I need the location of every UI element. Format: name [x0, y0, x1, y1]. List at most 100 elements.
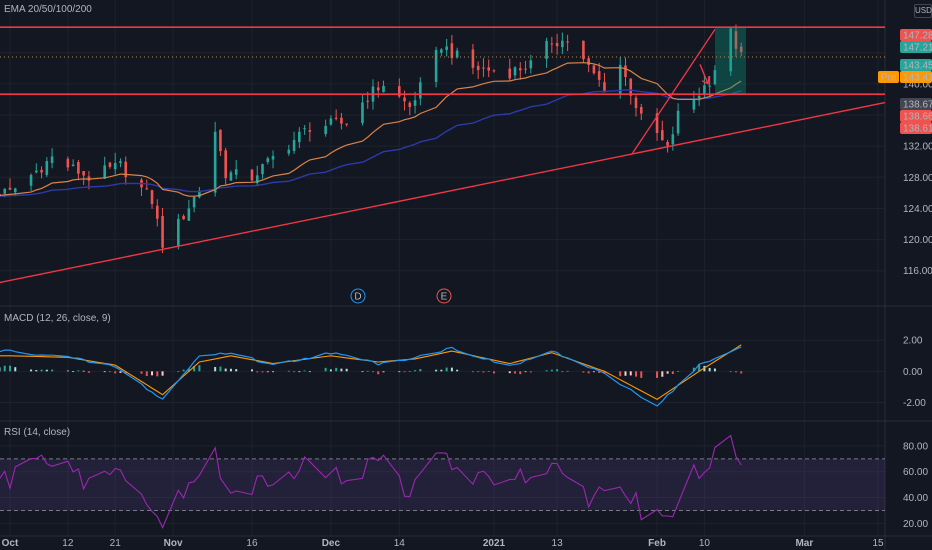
- candle-body: [376, 87, 380, 91]
- macd-histogram-bar: [303, 370, 306, 372]
- macd-histogram-bar: [219, 366, 222, 372]
- candle-body: [487, 67, 491, 71]
- earnings-marker-label: E: [441, 292, 448, 303]
- ema-long-line: [0, 89, 742, 197]
- candle-body: [545, 40, 548, 59]
- candle-body: [35, 170, 38, 173]
- rsi-indicator-title[interactable]: RSI (14, close): [4, 427, 71, 438]
- candle-body: [671, 134, 675, 145]
- macd-histogram-bar: [471, 371, 474, 373]
- time-tick-label: Nov: [164, 538, 183, 549]
- currency-badge[interactable]: USD: [914, 4, 932, 18]
- candle-body: [29, 175, 33, 186]
- time-tick-label: 16: [246, 538, 258, 549]
- candle-body: [492, 70, 496, 72]
- macd-histogram-bar: [145, 371, 148, 376]
- macd-histogram-bar: [250, 369, 253, 372]
- candle-body: [582, 40, 585, 60]
- candle-body: [177, 218, 180, 247]
- pre-market-label: Pre: [881, 73, 897, 84]
- time-tick-label: Feb: [648, 538, 666, 549]
- time-tick-label: 12: [62, 538, 74, 549]
- macd-histogram-bar: [298, 371, 301, 373]
- candle-body: [729, 28, 733, 72]
- macd-histogram-bar: [3, 365, 6, 372]
- macd-histogram-bar: [177, 371, 180, 373]
- candle-body: [361, 102, 364, 124]
- time-tick-label: 10: [699, 538, 711, 549]
- macd-histogram-bar: [456, 369, 459, 372]
- price-tick-label: 124.00: [903, 204, 932, 215]
- candle-body: [266, 158, 270, 163]
- candle-body: [708, 85, 711, 87]
- price-label-value: 138.66: [903, 112, 932, 123]
- rsi-line: [0, 434, 742, 529]
- price-tick-label: 132.00: [903, 142, 932, 153]
- dividend-marker-icon[interactable]: [350, 288, 366, 304]
- macd-histogram-bar: [182, 369, 185, 372]
- candle-body: [634, 97, 638, 109]
- candle-body: [77, 162, 80, 174]
- price-tick-label: 128.00: [903, 173, 932, 184]
- macd-histogram-bar: [403, 371, 406, 373]
- macd-indicator-title[interactable]: MACD (12, 26, close, 9): [4, 313, 111, 324]
- price-tick-label: 140.00: [903, 79, 932, 90]
- macd-histogram-bar: [640, 371, 643, 378]
- candle-body: [471, 49, 475, 68]
- macd-histogram-bar: [193, 366, 196, 372]
- macd-histogram-bar: [187, 368, 190, 372]
- candle-body: [303, 128, 306, 130]
- candle-body: [66, 158, 70, 168]
- candle-body: [345, 123, 348, 125]
- ema-indicator-title[interactable]: EMA 20/50/100/200: [4, 4, 92, 15]
- candle-body: [40, 169, 43, 173]
- time-tick-label: Mar: [795, 538, 813, 549]
- candle-body: [440, 49, 443, 53]
- price-label-value: 138.61: [903, 124, 932, 135]
- candle-body: [450, 43, 454, 58]
- macd-histogram-bar: [592, 371, 595, 373]
- macd-histogram-bar: [408, 371, 411, 372]
- macd-histogram-bar: [419, 369, 422, 372]
- macd-histogram-bar: [72, 371, 75, 373]
- support-trendline: [0, 101, 886, 284]
- macd-histogram-bar: [51, 369, 54, 372]
- macd-histogram-bar: [224, 368, 227, 372]
- macd-signal-line: [0, 344, 742, 400]
- earnings-marker-icon[interactable]: [436, 288, 452, 304]
- macd-histogram-bar: [103, 371, 106, 373]
- macd-histogram-bar: [734, 371, 737, 373]
- candle-body: [476, 65, 480, 71]
- candle-body: [329, 118, 333, 125]
- macd-histogram-bar: [666, 371, 669, 374]
- macd-histogram-bar: [293, 371, 296, 373]
- macd-histogram-bar: [713, 368, 716, 372]
- candle-body: [603, 82, 606, 93]
- macd-histogram-bar: [661, 371, 664, 377]
- macd-histogram-bar: [345, 368, 348, 372]
- candle-body: [324, 125, 327, 135]
- macd-histogram-bar: [545, 370, 548, 372]
- macd-histogram-bar: [329, 369, 332, 372]
- macd-histogram-bar: [671, 371, 674, 375]
- macd-histogram-bar: [266, 371, 269, 373]
- macd-histogram-bar: [550, 369, 553, 372]
- macd-histogram-bar: [561, 371, 564, 373]
- dividend-marker-label: D: [354, 292, 361, 303]
- macd-histogram-bar: [566, 370, 569, 372]
- candle-body: [518, 68, 522, 71]
- rsi-tick-label: 20.00: [903, 519, 928, 530]
- macd-histogram-bar: [414, 370, 417, 372]
- macd-histogram-bar: [740, 371, 743, 374]
- macd-histogram-bar: [361, 371, 364, 373]
- macd-histogram-bar: [619, 371, 622, 377]
- candle-body: [413, 100, 417, 106]
- time-tick-label: 14: [394, 538, 406, 549]
- macd-histogram-bar: [229, 368, 232, 372]
- candle-body: [213, 131, 217, 193]
- time-tick-label: 21: [110, 538, 122, 549]
- rsi-band: [0, 458, 885, 511]
- macd-histogram-bar: [40, 369, 43, 372]
- macd-tick-label: 0.00: [903, 367, 923, 378]
